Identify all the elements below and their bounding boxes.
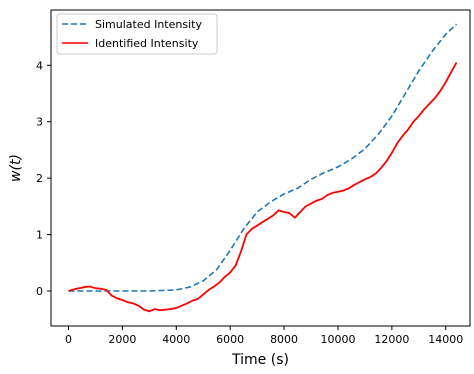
- x-tick-label: 8000: [270, 333, 298, 346]
- plot-frame: [50, 9, 471, 327]
- legend: Simulated Intensity Identified Intensity: [56, 13, 218, 55]
- x-tick-label: 0: [65, 333, 72, 346]
- plot-area: [68, 23, 458, 313]
- x-axis-label: Time (s): [231, 352, 289, 368]
- legend-label-identified: Identified Intensity: [95, 37, 199, 50]
- legend-label-simulated: Simulated Intensity: [95, 18, 202, 31]
- x-tick-label: 4000: [162, 333, 190, 346]
- x-axis-ticks: 0 2000 4000 6000 8000 10000 12000 14000: [65, 326, 463, 346]
- series-line-simulated: [68, 23, 458, 292]
- y-tick-label: 3: [36, 116, 43, 129]
- x-tick-label: 6000: [216, 333, 244, 346]
- y-tick-label: 1: [36, 229, 43, 242]
- y-tick-label: 2: [36, 172, 43, 185]
- x-tick-label: 2000: [108, 333, 136, 346]
- x-tick-label: 14000: [428, 333, 463, 346]
- y-axis-label: w(t): [8, 154, 24, 182]
- x-tick-label: 12000: [374, 333, 409, 346]
- series-line-identified: [68, 62, 458, 313]
- legend-box: [56, 13, 218, 55]
- x-tick-label: 10000: [320, 333, 355, 346]
- y-axis-ticks: 0 1 2 3 4: [36, 59, 51, 298]
- y-tick-label: 0: [36, 285, 43, 298]
- y-tick-label: 4: [36, 59, 43, 72]
